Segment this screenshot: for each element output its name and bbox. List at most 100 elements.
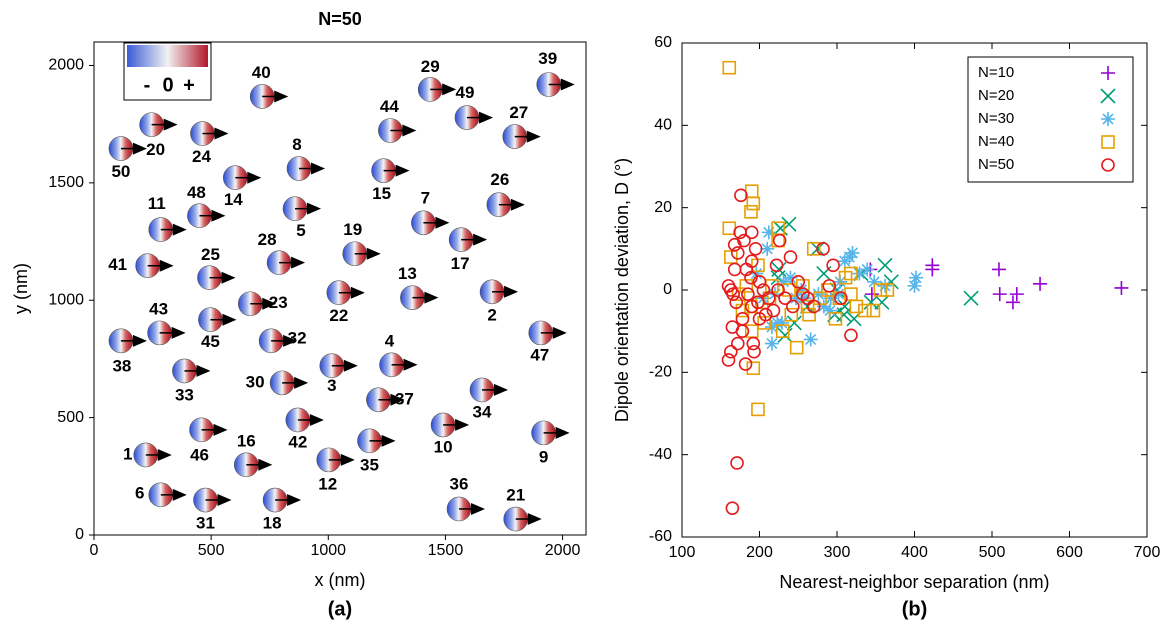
particle-label: 45 [201,332,220,351]
particle [448,227,488,252]
arrow-head [262,297,277,310]
particle-label: 29 [421,57,440,76]
particle-label: 47 [530,345,549,364]
marker [806,242,821,256]
particle-label: 21 [506,486,525,505]
particle-label: 1 [123,444,132,463]
particle [285,407,324,433]
particle-label: 41 [108,255,127,274]
marker [744,204,758,219]
marker [748,242,763,256]
x-tick-label: 500 [979,544,1006,561]
particle-label: 36 [450,474,469,493]
arrow-head [157,448,172,461]
particle [326,280,365,306]
particle-label: 35 [360,455,379,474]
x-tick-label: 0 [90,542,99,559]
marker [760,241,775,256]
marker [789,340,804,355]
chart-title: N=50 [318,9,362,29]
marker [852,266,867,281]
marker [844,328,858,343]
arrow-head [442,83,457,96]
x-tick-label: 700 [1134,544,1161,561]
arrow-head [435,216,450,229]
marker [749,266,764,281]
particle [316,447,355,473]
colorbar-frame [123,42,212,101]
marker [784,307,799,322]
arrow-head [291,256,306,269]
particle [430,412,470,438]
marker [761,225,776,240]
arrow-head [211,209,226,222]
particle [479,279,519,305]
legend-label: N=30 [978,110,1014,127]
marker [786,299,800,314]
marker [746,196,761,211]
marker [864,287,879,302]
marker [751,402,765,417]
particle-label: 43 [149,299,168,318]
arrow-head [526,130,541,143]
marker [816,299,831,314]
particle [197,265,236,291]
marker [752,312,767,326]
legend-marker [1101,135,1115,149]
arrow-head [159,259,174,272]
marker [769,258,784,273]
particle-label: 32 [288,328,307,347]
arrow-head [217,494,232,507]
marker [925,262,940,277]
particle-label: 12 [318,474,337,493]
particle [528,320,567,346]
particle [503,506,542,532]
marker [863,294,879,310]
y-tick-label: 60 [654,34,672,51]
particle-label: 50 [111,162,130,181]
particle [262,487,302,513]
y-tick-label: -40 [649,446,672,463]
particle-label: 17 [451,254,470,273]
marker [836,307,852,323]
arrow-head [402,124,417,137]
arrow-head [132,334,147,347]
marker [803,332,818,347]
marker [772,233,787,248]
particle [379,352,418,378]
particle [266,250,306,275]
arrow-head [196,364,211,377]
arrow-head [247,171,262,184]
arrow-head [381,434,396,447]
marker [797,291,812,306]
particle-label: 28 [258,230,277,249]
particle-label: 46 [190,445,209,464]
marker [771,283,785,297]
legend-label: N=40 [978,133,1014,150]
arrow-head [527,513,542,526]
marker [757,316,771,330]
particle [187,203,226,229]
particle-label: 48 [187,183,206,202]
arrow-head [163,118,178,131]
x-tick-label: 600 [1056,544,1083,561]
legend-label: N=10 [978,64,1014,81]
particle-label: 33 [175,385,194,404]
particle-label: 3 [327,376,336,395]
marker [909,270,924,285]
arrow-head [471,502,486,515]
particle [366,387,405,413]
particle-label: 37 [395,389,414,408]
marker [877,257,893,273]
arrow-head [552,326,567,339]
marker [735,324,750,338]
x-tick-label: 200 [746,544,773,561]
x-tick-label: 100 [669,544,696,561]
arrow-head [309,413,324,426]
colorbar [127,45,208,67]
x-tick-label: 500 [198,542,225,559]
particle [190,121,229,146]
y-tick-label: 20 [654,199,672,216]
particle [148,217,187,242]
